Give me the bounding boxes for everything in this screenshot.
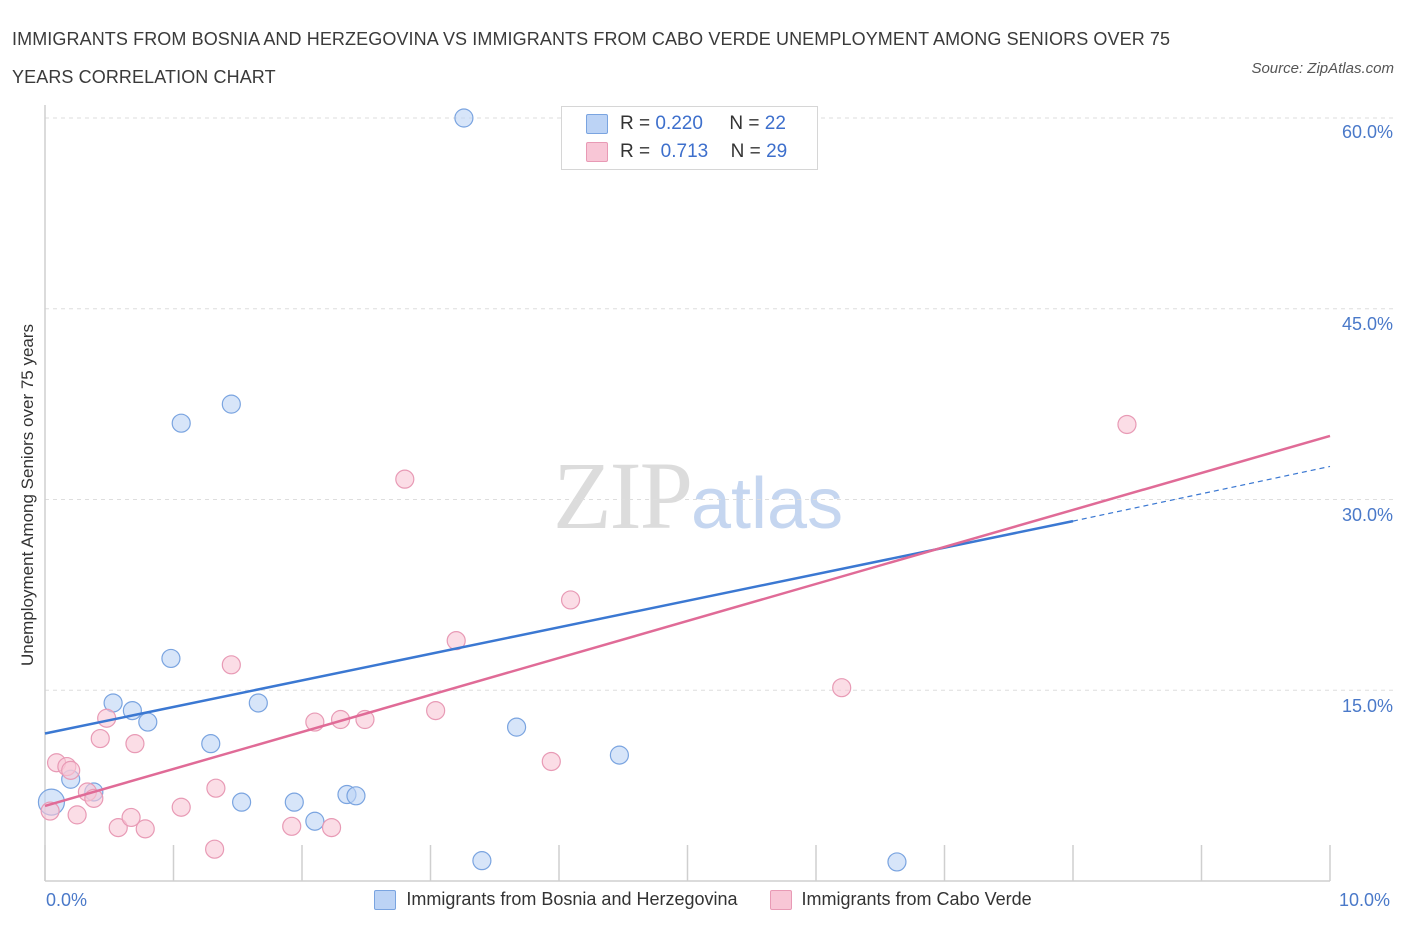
x-tick-label-min: 0.0% [46, 890, 88, 910]
bosnia-point-16 [454, 108, 474, 128]
caboverde-trend-line [44, 434, 1331, 808]
caboverde-r-value: 0.713 [660, 141, 709, 162]
caboverde-point-7 [90, 728, 110, 749]
caboverde-point-16 [221, 655, 241, 675]
legend-label-caboverde: Immigrants from Cabo Verde [801, 889, 1032, 909]
bosnia-point-18 [506, 717, 527, 737]
caboverde-point-15 [206, 778, 226, 798]
caboverde-point-19 [321, 817, 342, 838]
chart-source: Source: ZipAtlas.com [1251, 60, 1394, 77]
caboverde-point-3 [61, 760, 81, 780]
bosnia-point-20 [887, 852, 907, 872]
watermark-atlas: atlas [691, 464, 844, 544]
y-tick-label-30: 30.0% [1341, 505, 1393, 525]
caboverde-point-14 [205, 839, 225, 859]
bosnia-point-12 [284, 792, 304, 812]
bosnia-r-label: R = [620, 113, 651, 134]
caboverde-point-17 [282, 816, 302, 836]
bosnia-point-17 [472, 851, 492, 871]
bosnia-point-15 [346, 786, 366, 806]
y-tick-label-45: 45.0% [1341, 314, 1393, 334]
bosnia-point-6 [161, 648, 181, 669]
legend-swatch-bosnia [374, 889, 397, 910]
bosnia-r-value: 0.220 [655, 113, 703, 134]
bosnia-point-5 [138, 712, 158, 732]
legend-swatch-caboverde [769, 889, 792, 910]
caboverde-point-26 [560, 590, 581, 610]
bosnia-point-9 [221, 394, 241, 414]
caboverde-point-25 [541, 751, 561, 772]
caboverde-point-27 [832, 678, 852, 698]
x-tick-label-max: 10.0% [1339, 890, 1391, 910]
stats-row-caboverde: R = 0.713 N = 29 [586, 139, 787, 165]
y-tick-label-60: 60.0% [1341, 122, 1393, 142]
bosnia-point-19 [609, 745, 629, 765]
stats-row-bosnia: R = 0.220 N = 22 [586, 111, 786, 137]
legend-item-caboverde[interactable]: Immigrants from Cabo Verde [769, 889, 1032, 910]
bosnia-trend-extension [1072, 465, 1331, 522]
caboverde-n-label: N = [730, 141, 761, 162]
stats-legend: R = 0.220 N = 22 R = 0.713 N = 29 [561, 106, 818, 170]
bosnia-point-8 [201, 734, 221, 754]
caboverde-point-11 [125, 734, 145, 754]
caboverde-point-22 [395, 469, 415, 489]
watermark-zip: ZIP [553, 442, 693, 549]
caboverde-point-12 [135, 819, 155, 839]
bosnia-point-10 [232, 792, 252, 812]
caboverde-point-4 [67, 805, 87, 825]
caboverde-r-label: R = [620, 141, 651, 162]
legend-item-bosnia[interactable]: Immigrants from Bosnia and Herzegovina [374, 889, 738, 910]
caboverde-point-9 [108, 817, 128, 838]
legend-label-bosnia: Immigrants from Bosnia and Herzegovina [406, 889, 738, 909]
caboverde-point-28 [1117, 414, 1137, 435]
bosnia-n-label: N = [729, 113, 760, 134]
bosnia-point-13 [305, 811, 325, 831]
caboverde-point-23 [426, 700, 446, 721]
caboverde-n-value: 29 [766, 141, 788, 162]
bosnia-point-11 [248, 693, 268, 713]
caboverde-point-13 [171, 797, 191, 817]
watermark: ZIPatlas [553, 440, 843, 551]
y-tick-label-15: 15.0% [1341, 696, 1393, 716]
bosnia-swatch [586, 114, 608, 134]
caboverde-point-10 [121, 807, 141, 828]
series-legend: Immigrants from Bosnia and Herzegovina I… [0, 889, 1406, 910]
bosnia-trend-line [44, 519, 1074, 735]
chart-title: IMMIGRANTS FROM BOSNIA AND HERZEGOVINA V… [12, 29, 1171, 87]
bosnia-n-value: 22 [764, 113, 786, 134]
bosnia-point-7 [171, 413, 191, 433]
caboverde-swatch [586, 142, 608, 162]
